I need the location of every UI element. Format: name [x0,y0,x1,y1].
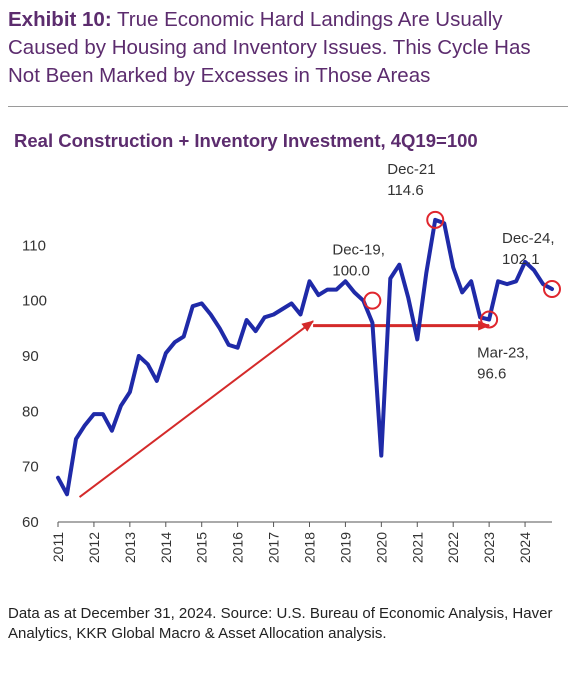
x-tick-label: 2014 [158,532,174,563]
annotation-date: Dec-24, [502,230,555,247]
source-footnote: Data as at December 31, 2024. Source: U.… [8,605,553,642]
series-line [56,217,554,497]
exhibit-label: Exhibit 10: [8,8,112,31]
exhibit-title-text: True Economic Hard Landings Are Usually … [8,8,531,87]
annotation-value: 114.6 [387,182,423,199]
chart-title: Real Construction + Inventory Investment… [14,130,478,151]
exhibit-title: Exhibit 10: True Economic Hard Landings … [8,6,568,90]
x-tick-label: 2024 [517,532,533,563]
annotation-date: Dec-19, [332,242,385,259]
arrows [78,320,491,498]
annotation-marker [543,280,561,299]
x-tick-label: 2021 [409,532,425,563]
line-chart: 60 70 80 90 100 110 2011 2012 2013 2014 2015 2016 20… [22,161,561,563]
title-divider [8,106,568,107]
annotation-date: Dec-21 [387,161,435,178]
y-tick-label: 80 [22,403,39,420]
y-tick-label: 110 [22,237,46,254]
annotation-value: 96.6 [477,365,506,382]
x-tick-label: 2016 [230,532,246,563]
x-tick-label: 2023 [481,532,497,563]
annotation-value: 102.1 [502,251,540,268]
annotation-marker [480,310,499,329]
x-tick-label: 2012 [86,532,102,563]
x-tick-label: 2022 [445,532,461,563]
y-tick-label: 70 [22,459,39,476]
axes: 60 70 80 90 100 110 2011 2012 2013 2014 2015 2016 20… [22,237,552,563]
annotations: Dec-19, 100.0 Dec-21 114.6 Mar-23, 96.6 Dec-24… [332,161,561,382]
series [56,217,554,497]
x-tick-label: 2018 [301,532,317,563]
x-tick-label: 2015 [194,532,210,563]
y-tick-label: 90 [22,348,39,365]
trend-arrow [78,320,314,498]
y-tick-label: 60 [22,514,39,531]
x-tick-label: 2013 [122,532,138,563]
annotation-date: Mar-23, [477,344,529,361]
annotation-marker [363,291,382,310]
x-tick-label: 2020 [373,532,389,563]
y-tick-label: 100 [22,293,47,310]
x-tick-label: 2011 [50,532,66,562]
annotation-marker [426,210,445,229]
annotation-value: 100.0 [332,263,370,280]
x-tick-label: 2017 [266,532,282,563]
x-tick-label: 2019 [337,532,353,563]
